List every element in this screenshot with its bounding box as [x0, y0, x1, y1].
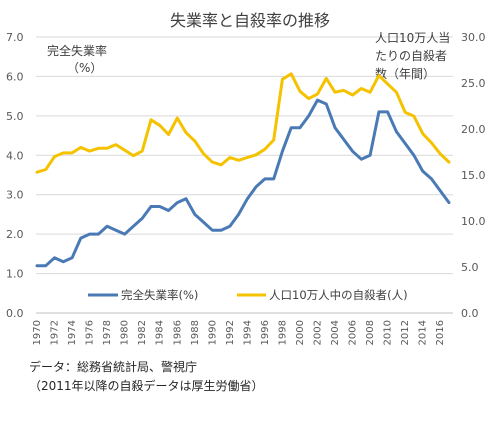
x-axis-tick-label: 1976: [85, 320, 96, 345]
x-axis-tick-label: 2000: [295, 320, 306, 345]
x-axis-tick-label: 2016: [435, 320, 446, 345]
left-axis-tick-label: 5.0: [6, 110, 24, 123]
right-axis-tick-label: 0.0: [461, 307, 479, 320]
right-axis-tick-label: 5.0: [461, 261, 479, 274]
left-axis-tick-label: 1.0: [6, 268, 24, 281]
x-axis-tick-label: 1982: [137, 320, 148, 345]
x-axis-tick-label: 2010: [383, 320, 394, 345]
x-axis-tick-label: 1980: [120, 320, 131, 345]
x-axis-tick-label: 1974: [67, 320, 78, 345]
x-axis-tick-label: 1970: [32, 320, 43, 345]
chart-title: 失業率と自殺率の推移: [170, 11, 330, 30]
left-axis-label: （%）: [67, 61, 102, 75]
x-axis-tick-label: 2014: [418, 320, 429, 345]
x-axis-tick-label: 1978: [102, 320, 113, 345]
x-axis-tick-label: 2008: [365, 320, 376, 345]
x-axis-tick-label: 1984: [155, 320, 166, 345]
legend-unemployment-label: 完全失業率(%): [121, 288, 198, 302]
left-axis-tick-label: 2.0: [6, 228, 24, 241]
left-axis-tick-label: 6.0: [6, 70, 24, 83]
x-axis-tick-label: 1992: [225, 320, 236, 345]
left-axis-tick-label: 3.0: [6, 189, 24, 202]
x-axis-tick-label: 2002: [313, 320, 324, 345]
x-axis-tick-label: 1972: [50, 320, 61, 345]
right-axis-label: たりの自殺者: [375, 49, 447, 63]
left-axis-tick-label: 7.0: [6, 31, 24, 44]
x-axis-tick-label: 1990: [207, 320, 218, 345]
x-axis-tick-label: 1988: [190, 320, 201, 345]
suicide-series-line: [35, 72, 451, 174]
right-axis-tick-label: 15.0: [461, 169, 486, 182]
left-axis-tick-label: 0.0: [6, 307, 24, 320]
unemployment-series-line: [35, 98, 451, 268]
x-axis-tick-label: 1998: [277, 320, 288, 345]
right-axis-label: 数（年間）: [375, 66, 435, 81]
left-axis-tick-label: 4.0: [6, 149, 24, 162]
legend-suicide-label: 人口10万人中の自殺者(人): [269, 288, 408, 302]
source-note: データ：総務省統計局、警視庁: [29, 359, 197, 374]
x-axis-tick-label: 2006: [348, 320, 359, 345]
source-note: （2011年以降の自殺データは厚生労働省）: [29, 378, 264, 393]
right-axis-label: 人口10万人当: [375, 31, 450, 45]
left-axis-label: 完全失業率: [47, 43, 107, 58]
x-axis-tick-label: 1986: [172, 320, 183, 345]
x-axis-tick-label: 1996: [260, 320, 271, 345]
right-axis-tick-label: 20.0: [461, 123, 486, 136]
right-axis-tick-label: 10.0: [461, 215, 486, 228]
right-axis-tick-label: 30.0: [461, 31, 486, 44]
x-axis-tick-label: 2012: [400, 320, 411, 345]
x-axis-tick-label: 1994: [242, 320, 253, 345]
x-axis-tick-label: 2004: [330, 320, 341, 345]
right-axis-tick-label: 25.0: [461, 77, 486, 90]
